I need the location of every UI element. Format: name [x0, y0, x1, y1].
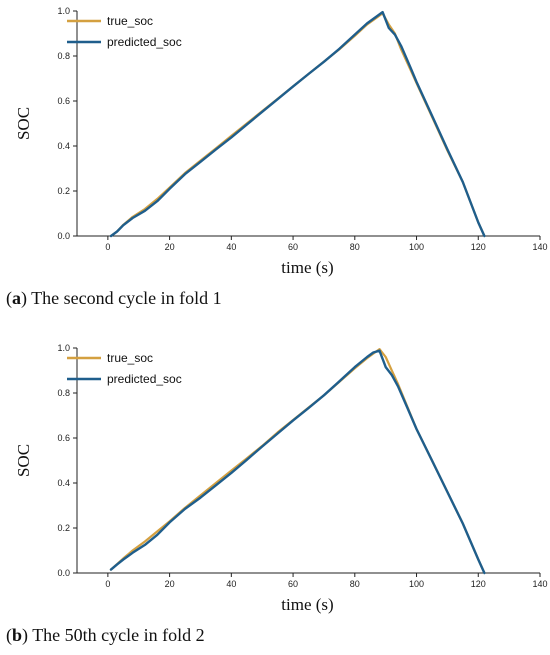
chart-1-y-tick-label: 1.0 — [57, 343, 70, 353]
caption-b: (b) The 50th cycle in fold 2 — [6, 625, 205, 645]
caption-b-tag: b — [12, 625, 23, 645]
chart-panel-a: 0 20 40 60 80 100 120 140 0.0 0.2 0.4 0.6 0.8 1.0 time… — [0, 0, 550, 308]
chart-1-x-tick-label: 80 — [350, 579, 360, 589]
chart-1-legend-label-true-soc: true_soc — [107, 351, 153, 365]
chart-1-x-tick-label: 100 — [409, 579, 424, 589]
chart-1-x-tick-label: 140 — [532, 579, 547, 589]
chart-0-x-tick-label: 80 — [350, 242, 360, 252]
caption-a-tag: a — [12, 288, 21, 308]
chart-0-x-tick-label: 60 — [288, 242, 298, 252]
chart-0-x-tick-label: 140 — [532, 242, 547, 252]
caption-a: (a) The second cycle in fold 1 — [6, 288, 222, 308]
chart-0-y-tick-label: 0.2 — [57, 186, 70, 196]
chart-1-y-tick-label: 0.0 — [57, 568, 70, 578]
chart-1-series-predicted-soc-line — [109, 349, 486, 575]
chart-0-series-predicted-soc-line — [109, 10, 486, 238]
chart-1-y-tick-label: 0.8 — [57, 388, 70, 398]
chart-1-x-tick-label: 40 — [226, 579, 236, 589]
chart-1-x-tick-label: 60 — [288, 579, 298, 589]
chart-1-x-axis-title: time (s) — [281, 595, 333, 614]
chart-0-x-tick-label: 20 — [165, 242, 175, 252]
caption-a-text: The second cycle in fold 1 — [31, 288, 222, 308]
chart-1-y-tick-label: 0.4 — [57, 478, 70, 488]
chart-1-x-tick-label: 20 — [165, 579, 175, 589]
chart-0-y-axis-title: SOC — [14, 107, 33, 140]
chart-0-x-tick-label: 40 — [226, 242, 236, 252]
chart-0-y-tick-label: 0.8 — [57, 51, 70, 61]
chart-panel-b: 0 20 40 60 80 100 120 140 0.0 0.2 0.4 0.6 0.8 1.0 time… — [0, 337, 550, 645]
chart-0-x-axis-title: time (s) — [281, 258, 333, 277]
chart-0-x-tick-label: 120 — [471, 242, 486, 252]
chart-0-y-tick-label: 1.0 — [57, 6, 70, 16]
soc-chart-a: 0 20 40 60 80 100 120 140 0.0 0.2 0.4 0.6 0.8 1.0 time… — [14, 6, 548, 277]
chart-0-y-tick-label: 0.4 — [57, 141, 70, 151]
chart-0-y-tick-label: 0.0 — [57, 231, 70, 241]
chart-0-legend-label-predicted-soc: predicted_soc — [107, 35, 182, 49]
chart-1-legend-label-predicted-soc: predicted_soc — [107, 372, 182, 386]
chart-0-legend-label-true-soc: true_soc — [107, 14, 153, 28]
caption-b-text: The 50th cycle in fold 2 — [32, 625, 205, 645]
chart-1-y-axis-title: SOC — [14, 444, 33, 477]
chart-1-y-tick-label: 0.6 — [57, 433, 70, 443]
chart-1-x-tick-label: 120 — [471, 579, 486, 589]
chart-0-x-tick-label: 100 — [409, 242, 424, 252]
chart-1-x-tick-label: 0 — [105, 579, 110, 589]
soc-chart-b: 0 20 40 60 80 100 120 140 0.0 0.2 0.4 0.6 0.8 1.0 time… — [14, 343, 548, 614]
chart-1-y-tick-label: 0.2 — [57, 523, 70, 533]
chart-0-x-tick-label: 0 — [105, 242, 110, 252]
chart-0-y-tick-label: 0.6 — [57, 96, 70, 106]
